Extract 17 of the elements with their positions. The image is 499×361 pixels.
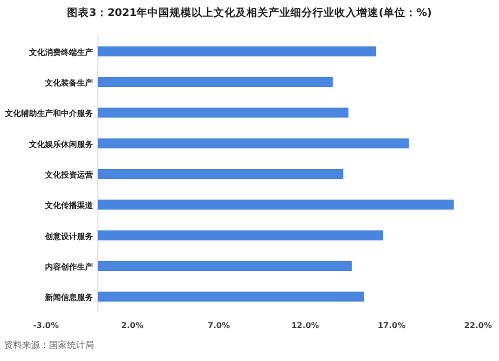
category-label: 内容创作生产 (44, 262, 93, 272)
title: 图表3：2021年中国规模以上文化及相关产业细分行业收入增速(单位：%) (67, 7, 432, 19)
category-label: 文化消费终端生产 (28, 48, 93, 57)
category-label: 文化传播渠道 (44, 201, 93, 210)
x-tick-label: 22.0% (464, 321, 492, 330)
category-label: 文化辅助生产和中介服务 (4, 109, 93, 118)
category-label: 创意设计服务 (44, 232, 93, 241)
x-tick-label: 12.0% (291, 321, 320, 330)
category-label: 文化娱乐休闲服务 (28, 140, 93, 149)
category-label: 文化装备生产 (44, 78, 93, 88)
x-tick-label: 17.0% (378, 321, 406, 330)
x-tick-label: 2.0% (121, 321, 144, 330)
x-tick-label: -3.0% (33, 321, 59, 330)
annotation: 资料来源：国家统计局 (4, 341, 94, 351)
category-label: 新闻信息服务 (44, 293, 93, 302)
x-tick-label: 7.0% (208, 321, 230, 330)
category-label: 文化投资运营 (44, 170, 93, 180)
